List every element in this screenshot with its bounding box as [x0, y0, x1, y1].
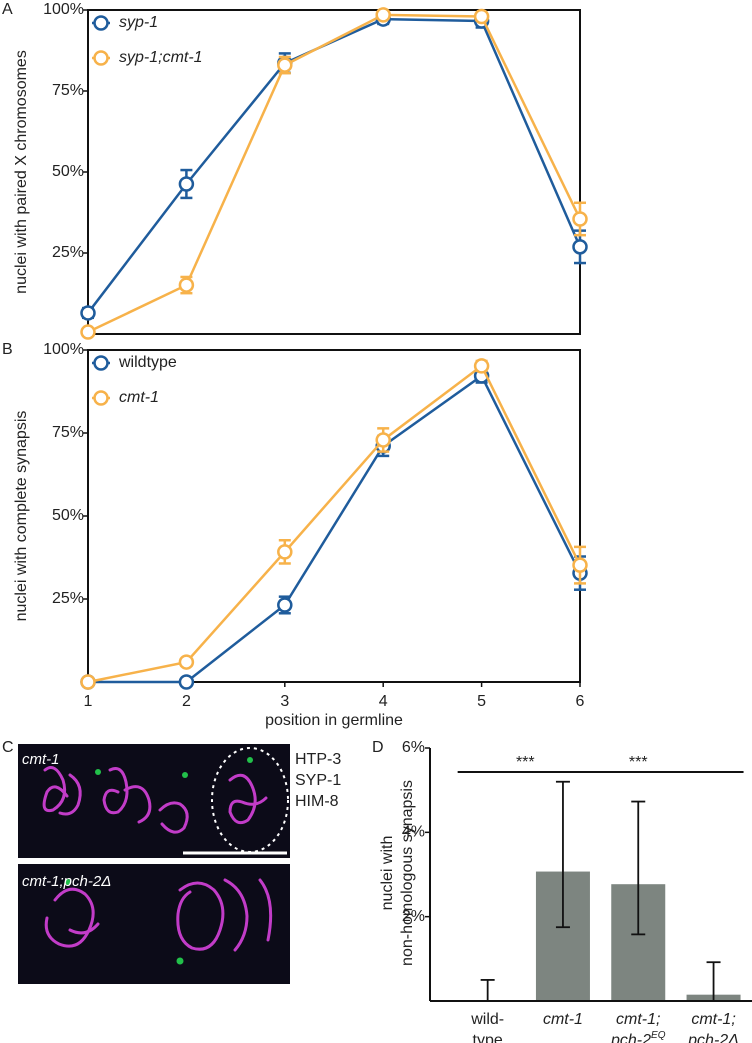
significance-label: *** [629, 754, 648, 771]
point [80, 674, 96, 690]
point [277, 57, 293, 73]
genotype-label: cmt-1;pch-2Δ [22, 873, 111, 890]
significance-label: *** [516, 754, 535, 771]
panel-c: C cmt-1 cmt-1;pch-2Δ [2, 739, 290, 984]
point [80, 324, 96, 340]
point [80, 305, 96, 321]
chromosomes [42, 766, 273, 952]
y-tick-label: 50% [52, 163, 84, 180]
x-tick-label: cmt-1; [616, 1011, 660, 1028]
x-tick-label: 5 [477, 693, 486, 710]
point [178, 176, 195, 192]
y-tick-label: 6% [402, 739, 425, 756]
micrograph [18, 864, 290, 984]
legend-marker [93, 50, 109, 66]
y-tick-label: 75% [52, 82, 84, 99]
series-line [88, 374, 582, 684]
point [572, 211, 588, 227]
him-8-foci [65, 757, 253, 965]
x-tick-label: 6 [576, 693, 585, 710]
y-tick-label: 25% [52, 590, 84, 607]
channel-label: SYP-1 [295, 772, 341, 789]
panel-label: A [2, 1, 13, 18]
point [277, 544, 293, 560]
legend-label: syp-1 [119, 14, 158, 31]
point [473, 8, 490, 25]
legend-marker [93, 355, 109, 371]
y-axis-label: nuclei with [379, 836, 396, 911]
y-tick-label: 100% [43, 341, 84, 358]
channel-label: HIM-8 [295, 793, 339, 810]
genotype-label: cmt-1 [22, 751, 60, 768]
panel-label: B [2, 341, 13, 358]
y-tick-label: 75% [52, 424, 84, 441]
point [178, 674, 195, 690]
y-tick-label: 100% [43, 1, 84, 18]
error-bar [555, 780, 570, 929]
x-tick-label: cmt-1; [691, 1011, 735, 1028]
point [277, 597, 293, 613]
x-tick-label: 3 [280, 693, 289, 710]
point [572, 557, 588, 573]
legend-label: wildtype [118, 354, 177, 371]
y-axis-label: non-homologous synapsis [399, 780, 416, 966]
point [375, 7, 391, 23]
y-tick-label: 2% [402, 908, 425, 925]
y-tick-label: 50% [52, 507, 84, 524]
x-tick-label: cmt-1 [543, 1011, 583, 1028]
panel-label: D [372, 739, 384, 756]
plot-frame [87, 349, 581, 683]
point [375, 432, 391, 448]
legend-marker [93, 390, 109, 406]
x-tick-label: pch-2EQ [610, 1030, 666, 1043]
y-axis-label: nuclei with paired X chromosomes [13, 50, 30, 294]
panel-label: C [2, 739, 14, 756]
error-bar [631, 800, 646, 936]
point [473, 358, 490, 374]
point [178, 654, 195, 670]
legend-label: syp-1;cmt-1 [119, 49, 203, 66]
series-line [87, 364, 582, 684]
x-tick-label: wild- [470, 1011, 504, 1028]
x-tick-label: type [473, 1032, 503, 1043]
channel-label: HTP-3 [295, 751, 341, 768]
y-tick-label: 4% [402, 824, 425, 841]
y-tick-label: 25% [52, 244, 84, 261]
x-tick-label: 2 [182, 693, 191, 710]
x-axis-label: position in germline [265, 712, 403, 729]
point [572, 239, 588, 255]
x-tick-label: 1 [84, 693, 93, 710]
x-tick-label: 4 [379, 693, 388, 710]
point [178, 277, 195, 293]
superscript: EQ [651, 1030, 666, 1041]
series-line [87, 13, 582, 334]
x-tick-label: pch-2Δ [687, 1032, 739, 1043]
error-bar [480, 979, 495, 1002]
legend-marker [93, 15, 109, 31]
y-axis-label: nuclei with complete synapsis [13, 411, 30, 622]
legend-label: cmt-1 [119, 389, 159, 406]
